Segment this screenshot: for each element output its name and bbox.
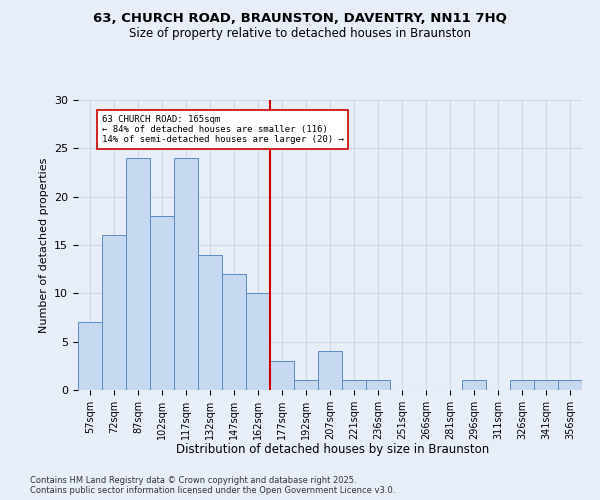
Text: 63, CHURCH ROAD, BRAUNSTON, DAVENTRY, NN11 7HQ: 63, CHURCH ROAD, BRAUNSTON, DAVENTRY, NN…	[93, 12, 507, 26]
Bar	[222, 274, 246, 390]
Bar	[558, 380, 582, 390]
Bar	[198, 254, 222, 390]
Y-axis label: Number of detached properties: Number of detached properties	[38, 158, 49, 332]
Bar	[126, 158, 150, 390]
Bar	[150, 216, 174, 390]
Bar	[462, 380, 486, 390]
Text: 63 CHURCH ROAD: 165sqm
← 84% of detached houses are smaller (116)
14% of semi-de: 63 CHURCH ROAD: 165sqm ← 84% of detached…	[102, 114, 344, 144]
Bar	[294, 380, 318, 390]
Bar	[510, 380, 534, 390]
Bar	[78, 322, 102, 390]
Text: Contains HM Land Registry data © Crown copyright and database right 2025.
Contai: Contains HM Land Registry data © Crown c…	[30, 476, 395, 495]
Bar	[318, 352, 342, 390]
Bar	[366, 380, 390, 390]
Text: Distribution of detached houses by size in Braunston: Distribution of detached houses by size …	[176, 442, 490, 456]
Bar	[174, 158, 198, 390]
Bar	[270, 361, 294, 390]
Text: Size of property relative to detached houses in Braunston: Size of property relative to detached ho…	[129, 28, 471, 40]
Bar	[534, 380, 558, 390]
Bar	[342, 380, 366, 390]
Bar	[246, 294, 270, 390]
Bar	[102, 236, 126, 390]
